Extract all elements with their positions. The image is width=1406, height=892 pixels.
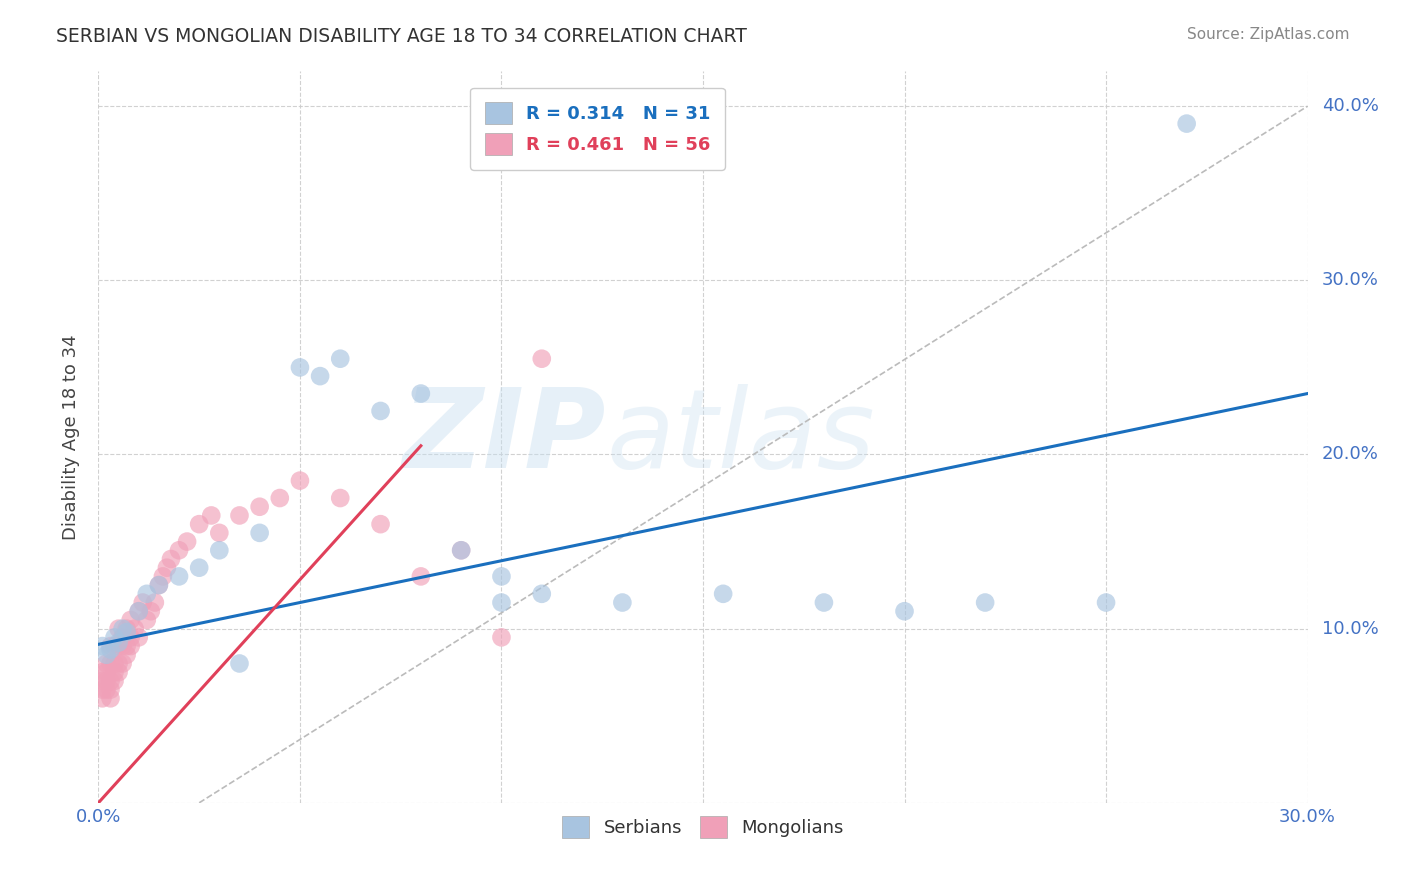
Point bbox=[128, 631, 150, 645]
Point bbox=[100, 673, 122, 688]
Point bbox=[111, 631, 134, 645]
Point bbox=[450, 543, 472, 558]
Point bbox=[100, 639, 122, 653]
Point bbox=[91, 691, 114, 706]
Point bbox=[176, 534, 198, 549]
Point bbox=[107, 635, 129, 649]
Point bbox=[100, 657, 122, 671]
Point bbox=[115, 639, 138, 653]
Point bbox=[96, 648, 118, 662]
Point bbox=[409, 569, 432, 583]
Point bbox=[288, 360, 311, 375]
Point bbox=[288, 474, 311, 488]
Point bbox=[370, 404, 392, 418]
Point bbox=[91, 673, 114, 688]
Point bbox=[107, 657, 129, 671]
Point bbox=[228, 657, 250, 671]
Point bbox=[100, 682, 122, 697]
Point bbox=[148, 578, 170, 592]
Y-axis label: Disability Age 18 to 34: Disability Age 18 to 34 bbox=[62, 334, 80, 540]
Point bbox=[228, 508, 250, 523]
Point bbox=[530, 351, 553, 366]
Point bbox=[156, 560, 179, 574]
Point bbox=[409, 386, 432, 401]
Point bbox=[249, 525, 271, 540]
Text: 30.0%: 30.0% bbox=[1322, 271, 1379, 289]
Point bbox=[91, 639, 114, 653]
Point bbox=[103, 673, 125, 688]
Point bbox=[115, 622, 138, 636]
Point bbox=[107, 622, 129, 636]
Point bbox=[120, 613, 142, 627]
Point bbox=[148, 578, 170, 592]
Point bbox=[612, 595, 634, 609]
Point bbox=[491, 595, 513, 609]
Point bbox=[139, 604, 162, 618]
Point bbox=[269, 491, 291, 505]
Point bbox=[100, 691, 122, 706]
Point bbox=[103, 639, 125, 653]
Point bbox=[711, 587, 734, 601]
Point bbox=[309, 369, 332, 384]
Point bbox=[329, 491, 352, 505]
Point bbox=[107, 639, 129, 653]
Point bbox=[120, 639, 142, 653]
Point bbox=[120, 631, 142, 645]
Point bbox=[188, 560, 211, 574]
Point bbox=[111, 639, 134, 653]
Point bbox=[135, 587, 157, 601]
Point bbox=[1095, 595, 1118, 609]
Point bbox=[974, 595, 997, 609]
Point bbox=[111, 622, 134, 636]
Point bbox=[91, 682, 114, 697]
Point bbox=[115, 648, 138, 662]
Text: 40.0%: 40.0% bbox=[1322, 97, 1379, 115]
Point bbox=[152, 569, 174, 583]
Point bbox=[208, 525, 231, 540]
Point bbox=[91, 665, 114, 680]
Point bbox=[103, 631, 125, 645]
Text: Source: ZipAtlas.com: Source: ZipAtlas.com bbox=[1187, 27, 1350, 42]
Point bbox=[893, 604, 915, 618]
Point bbox=[167, 569, 190, 583]
Point bbox=[450, 543, 472, 558]
Point bbox=[491, 569, 513, 583]
Point bbox=[370, 517, 392, 532]
Point bbox=[100, 642, 122, 657]
Point bbox=[111, 657, 134, 671]
Text: SERBIAN VS MONGOLIAN DISABILITY AGE 18 TO 34 CORRELATION CHART: SERBIAN VS MONGOLIAN DISABILITY AGE 18 T… bbox=[56, 27, 747, 45]
Text: 20.0%: 20.0% bbox=[1322, 445, 1379, 464]
Point bbox=[132, 595, 155, 609]
Point bbox=[128, 604, 150, 618]
Point bbox=[329, 351, 352, 366]
Point bbox=[103, 665, 125, 680]
Point bbox=[491, 631, 513, 645]
Point bbox=[96, 657, 118, 671]
Point bbox=[143, 595, 166, 609]
Point bbox=[1175, 117, 1198, 131]
Text: 10.0%: 10.0% bbox=[1322, 620, 1379, 638]
Point bbox=[813, 595, 835, 609]
Point bbox=[200, 508, 222, 523]
Point bbox=[188, 517, 211, 532]
Point bbox=[167, 543, 190, 558]
Text: ZIP: ZIP bbox=[402, 384, 606, 491]
Point bbox=[107, 665, 129, 680]
Point bbox=[135, 613, 157, 627]
Point bbox=[160, 552, 183, 566]
Point bbox=[128, 604, 150, 618]
Legend: Serbians, Mongolians: Serbians, Mongolians bbox=[555, 808, 851, 845]
Point bbox=[530, 587, 553, 601]
Point bbox=[96, 673, 118, 688]
Point bbox=[124, 622, 146, 636]
Point bbox=[115, 625, 138, 640]
Point bbox=[103, 657, 125, 671]
Point bbox=[208, 543, 231, 558]
Point bbox=[96, 665, 118, 680]
Point bbox=[249, 500, 271, 514]
Text: atlas: atlas bbox=[606, 384, 875, 491]
Point bbox=[96, 682, 118, 697]
